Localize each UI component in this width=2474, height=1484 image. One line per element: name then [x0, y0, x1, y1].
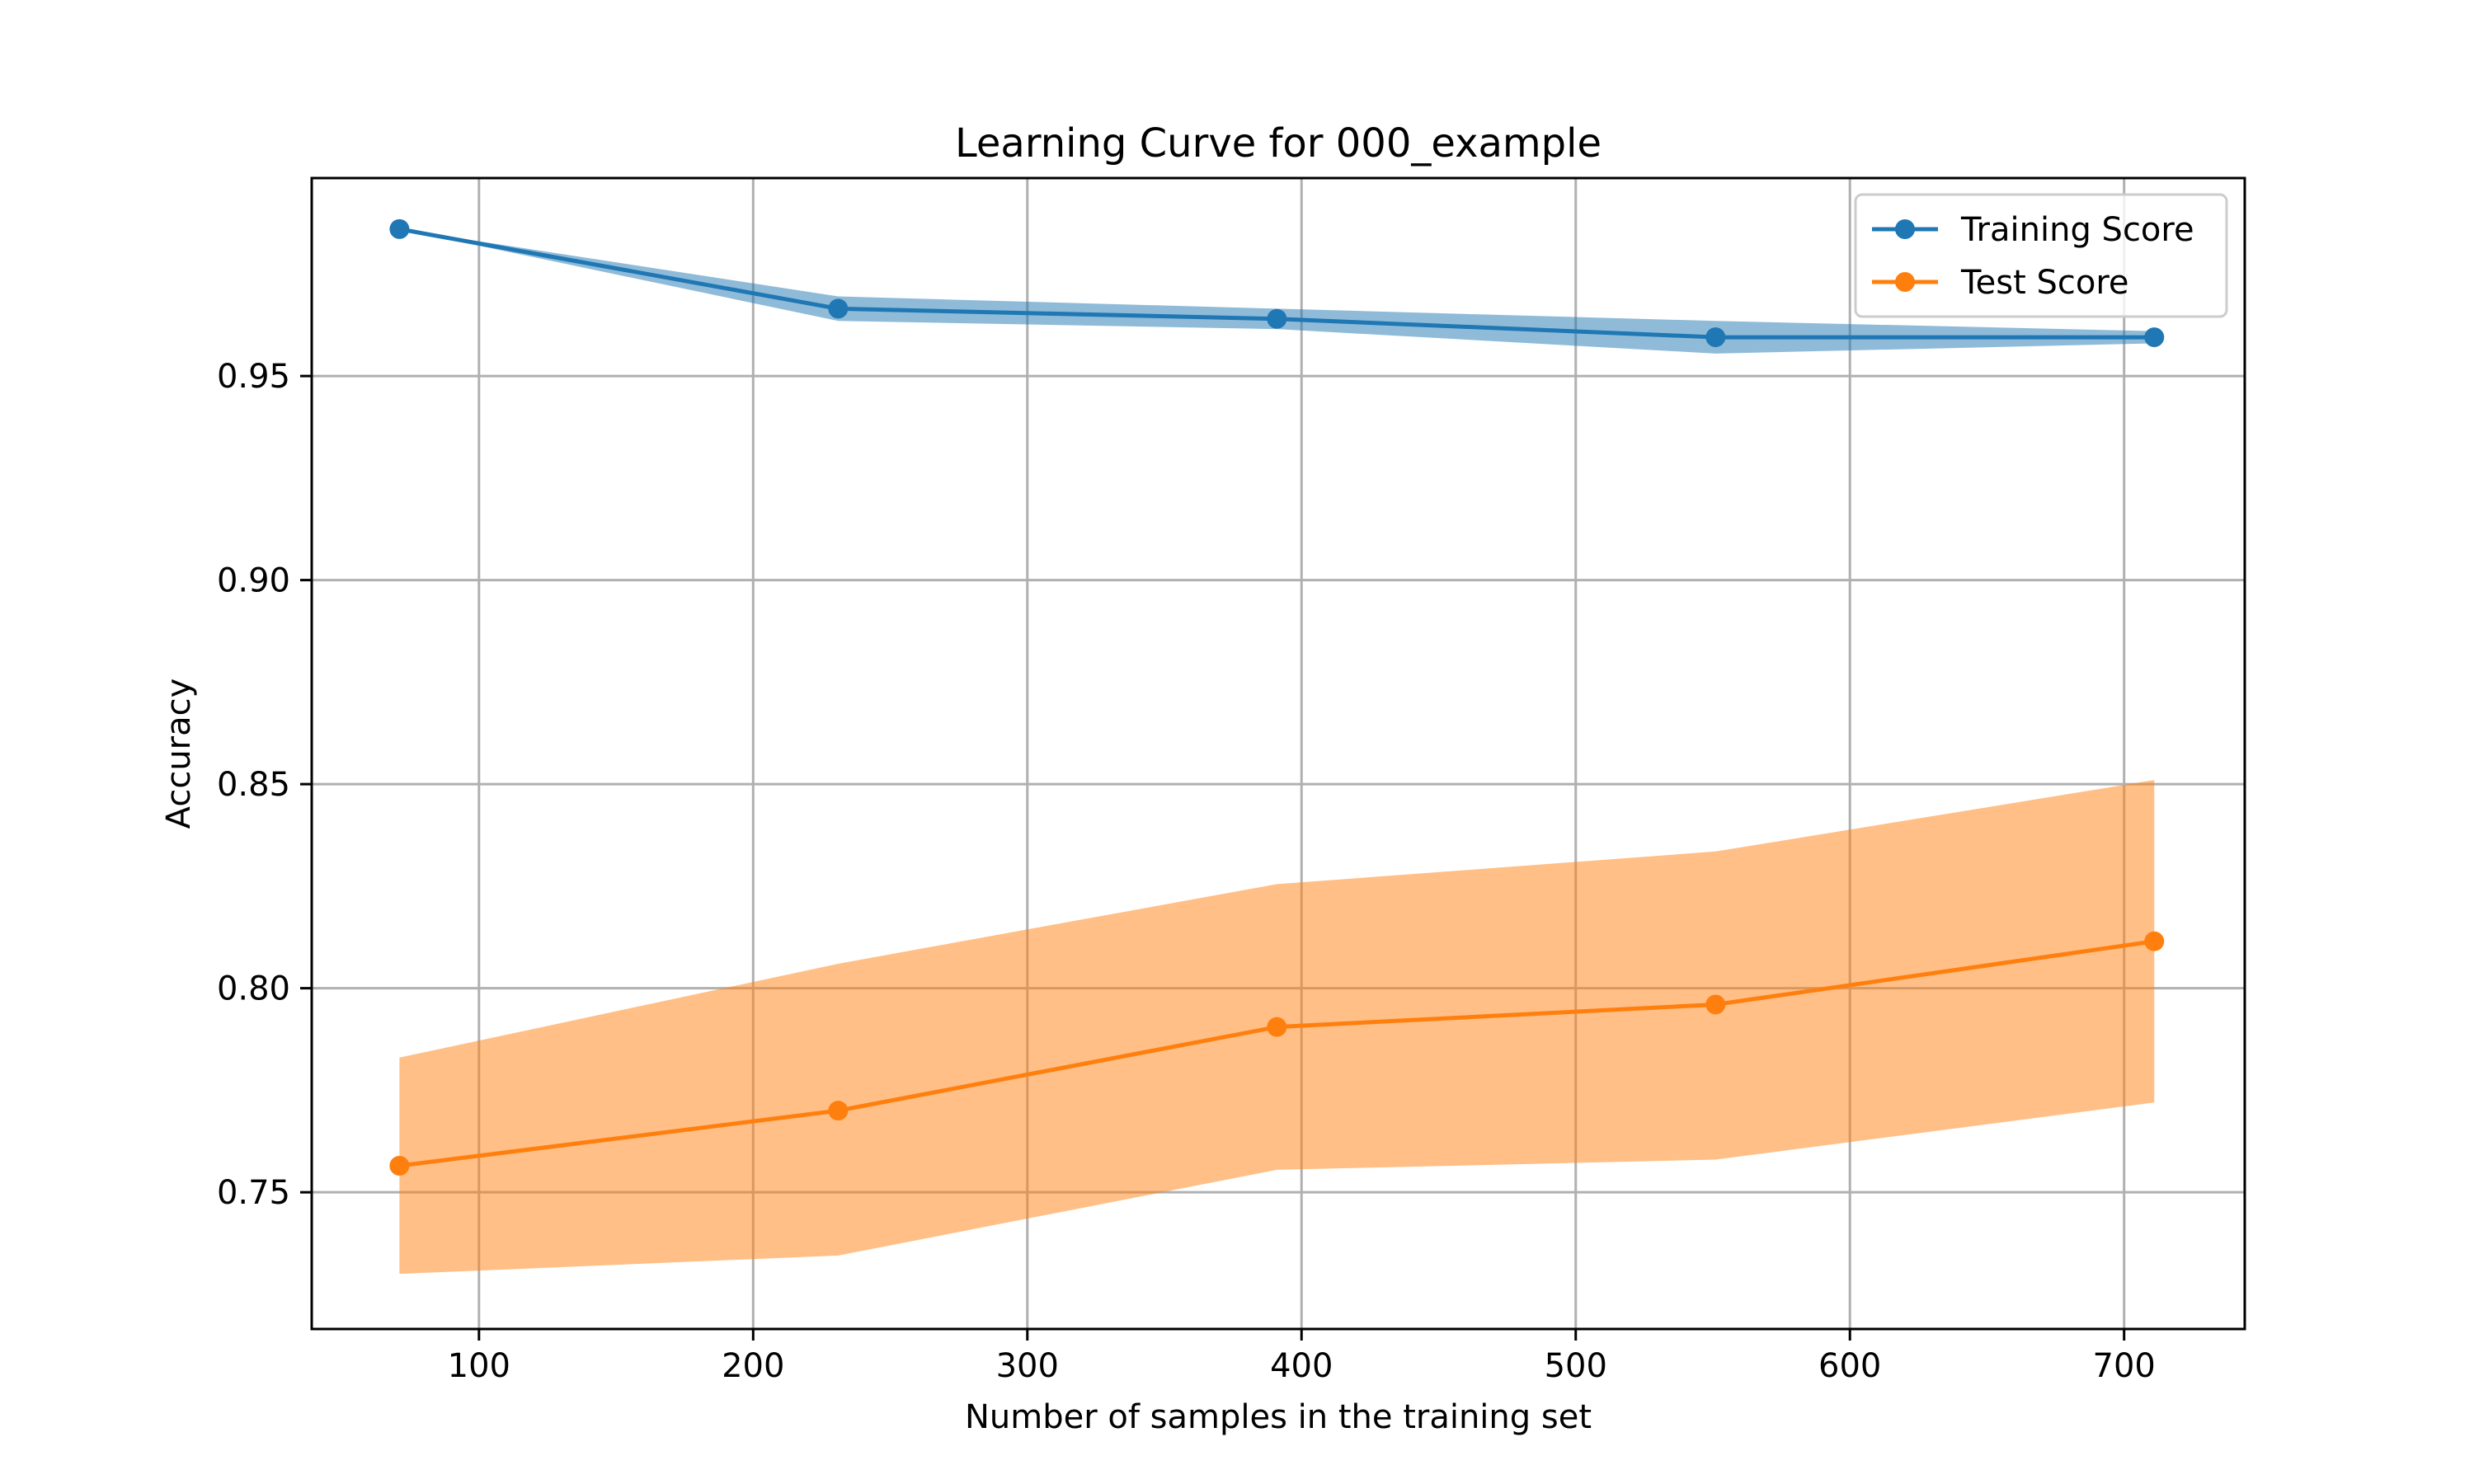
data-point-test	[1705, 994, 1726, 1015]
x-tick-label: 200	[722, 1347, 784, 1385]
y-tick-label: 0.80	[217, 970, 290, 1008]
data-point-training	[828, 298, 849, 319]
legend-marker	[1895, 219, 1915, 239]
x-tick-label: 700	[2093, 1347, 2156, 1385]
data-point-test	[1267, 1017, 1287, 1037]
data-point-training	[2144, 327, 2165, 348]
y-tick-label: 0.85	[217, 766, 290, 804]
legend-label: Training Score	[1960, 211, 2194, 249]
x-tick-label: 100	[448, 1347, 510, 1385]
data-point-training	[389, 218, 410, 239]
y-tick-label: 0.95	[217, 358, 290, 396]
x-tick-label: 300	[996, 1347, 1059, 1385]
data-point-test	[389, 1155, 410, 1176]
ticks: 100 200 300 400 500 600 700 0.75 0.80 0.85 0.90 0.9…	[217, 358, 2156, 1385]
data-point-test	[2144, 931, 2165, 951]
x-tick-label: 500	[1545, 1347, 1607, 1385]
confidence-band-training	[399, 228, 2155, 354]
plot-frame	[310, 176, 2246, 1331]
data-point-training	[1267, 308, 1287, 329]
series-markers	[389, 218, 2165, 1176]
y-tick-label: 0.90	[217, 562, 290, 600]
x-tick-label: 600	[1818, 1347, 1881, 1385]
legend-box	[1854, 193, 2228, 318]
legend: Training Score Test Score	[1854, 193, 2228, 318]
x-tick-label: 400	[1270, 1347, 1333, 1385]
y-axis-label: Accuracy	[160, 679, 198, 829]
data-point-training	[1705, 327, 1726, 348]
legend-marker	[1895, 272, 1915, 292]
legend-label: Test Score	[1960, 264, 2129, 302]
data-point-test	[828, 1101, 849, 1121]
legend-items: Training Score Test Score	[1872, 211, 2194, 302]
y-tick-label: 0.75	[217, 1174, 290, 1212]
chart-title: Learning Curve for 000_example	[955, 120, 1602, 167]
x-axis-label: Number of samples in the training set	[965, 1398, 1592, 1436]
